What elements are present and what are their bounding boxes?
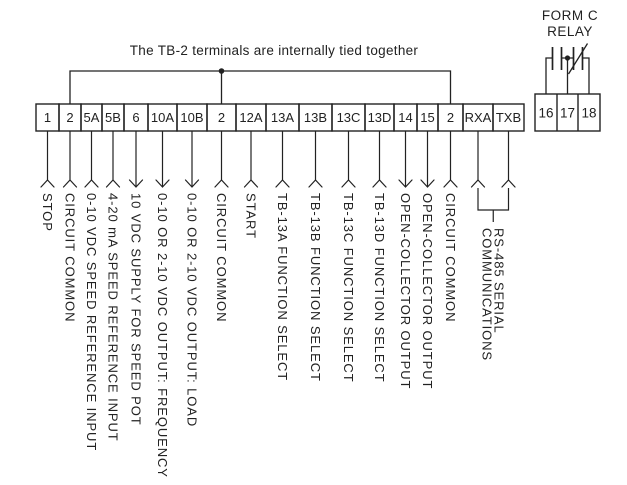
terminal-label: 4-20 mA SPEED REFERENCE INPUT	[105, 193, 120, 442]
terminal-wires	[40, 131, 516, 188]
input-arrow-icon	[62, 179, 78, 188]
terminal-label: CIRCUIT COMMON	[214, 193, 229, 322]
terminal-label: 0-10 OR 2-10 VDC OUTPUT: FREQUENCY	[155, 193, 170, 478]
terminal-number: RXA	[465, 110, 492, 125]
terminal-number: 2	[66, 110, 73, 125]
terminal-number: 6	[132, 110, 139, 125]
output-arrow-icon	[184, 179, 200, 188]
terminal-label: 10 VDC SUPPLY FOR SPEED POT	[128, 193, 143, 426]
input-arrow-icon	[308, 179, 323, 188]
junction-dot	[218, 68, 225, 74]
input-arrow-icon	[40, 179, 55, 188]
input-arrow-icon	[105, 179, 121, 188]
input-arrow-icon	[214, 179, 229, 188]
relay-terminal-number: 16	[538, 106, 553, 121]
terminal-labels: STOP CIRCUIT COMMON 0-10 VDC SPEED REFEREN…	[40, 193, 458, 478]
serial-label-line1: RS-485 SERIAL	[492, 228, 507, 334]
tb2-terminal-row: 1 2 5A 5B 6 10A 10B 2 12A 13A 13B 13C 13D 14 15 2 RXA TXB	[35, 103, 525, 132]
relay-title-line1: FORM C	[542, 8, 598, 23]
relay-terminal-number: 18	[581, 106, 596, 121]
input-arrow-icon	[470, 179, 486, 188]
output-arrow-icon	[420, 179, 435, 188]
terminal-label: START	[243, 193, 258, 239]
terminal-label: 0-10 VDC SPEED REFERENCE INPUT	[84, 193, 99, 451]
form-c-relay-block: 16 17 18	[534, 43, 601, 132]
output-arrow-icon	[128, 179, 144, 188]
serial-label-line2: COMMUNICATIONS	[480, 228, 495, 361]
terminal-number: 12A	[239, 110, 262, 125]
relay-terminal-number: 17	[560, 106, 575, 121]
terminal-label: CIRCUIT COMMON	[443, 193, 458, 322]
terminal-label: STOP	[40, 193, 55, 232]
input-arrow-icon	[443, 179, 458, 188]
terminal-number: 14	[398, 110, 412, 125]
terminal-label: OPEN-COLLECTOR OUTPUT	[398, 193, 413, 389]
tie-bus-line	[69, 70, 452, 104]
input-arrow-icon	[275, 179, 290, 188]
terminal-number: 10B	[180, 110, 203, 125]
output-arrow-icon	[398, 179, 413, 188]
relay-title-line2: RELAY	[547, 24, 593, 39]
terminal-number: 2	[447, 110, 454, 125]
input-arrow-icon	[372, 179, 387, 188]
serial-bracket-line	[477, 188, 510, 222]
terminal-number: 13B	[304, 110, 327, 125]
nc-contact-slash-icon	[567, 43, 589, 75]
input-arrow-icon	[341, 179, 356, 188]
terminal-number: 13C	[337, 110, 361, 125]
terminal-number: TXB	[496, 110, 521, 125]
terminal-number: 1	[44, 110, 51, 125]
terminal-number: 13D	[368, 110, 392, 125]
terminal-label: TB-13D FUNCTION SELECT	[372, 193, 387, 383]
relay-junction-dot	[564, 55, 571, 61]
terminal-label: OPEN-COLLECTOR OUTPUT	[420, 193, 435, 389]
input-arrow-icon	[84, 179, 99, 188]
terminal-number: 13A	[271, 110, 294, 125]
terminal-label: TB-13A FUNCTION SELECT	[275, 193, 290, 381]
terminal-number: 5A	[84, 110, 100, 125]
diagram-title: The TB-2 terminals are internally tied t…	[130, 43, 419, 58]
terminal-label: CIRCUIT COMMON	[62, 193, 77, 322]
terminal-number: 10A	[151, 110, 174, 125]
terminal-label: TB-13B FUNCTION SELECT	[308, 193, 323, 382]
tie-lines	[69, 68, 452, 104]
terminal-number: 5B	[105, 110, 121, 125]
terminal-label: 0-10 OR 2-10 VDC OUTPUT: LOAD	[184, 193, 199, 427]
terminal-label: TB-13C FUNCTION SELECT	[341, 193, 356, 383]
input-arrow-icon	[243, 179, 259, 188]
terminal-number: 2	[218, 110, 225, 125]
output-arrow-icon	[155, 179, 170, 188]
input-arrow-icon	[501, 179, 516, 188]
terminal-number: 15	[420, 110, 434, 125]
